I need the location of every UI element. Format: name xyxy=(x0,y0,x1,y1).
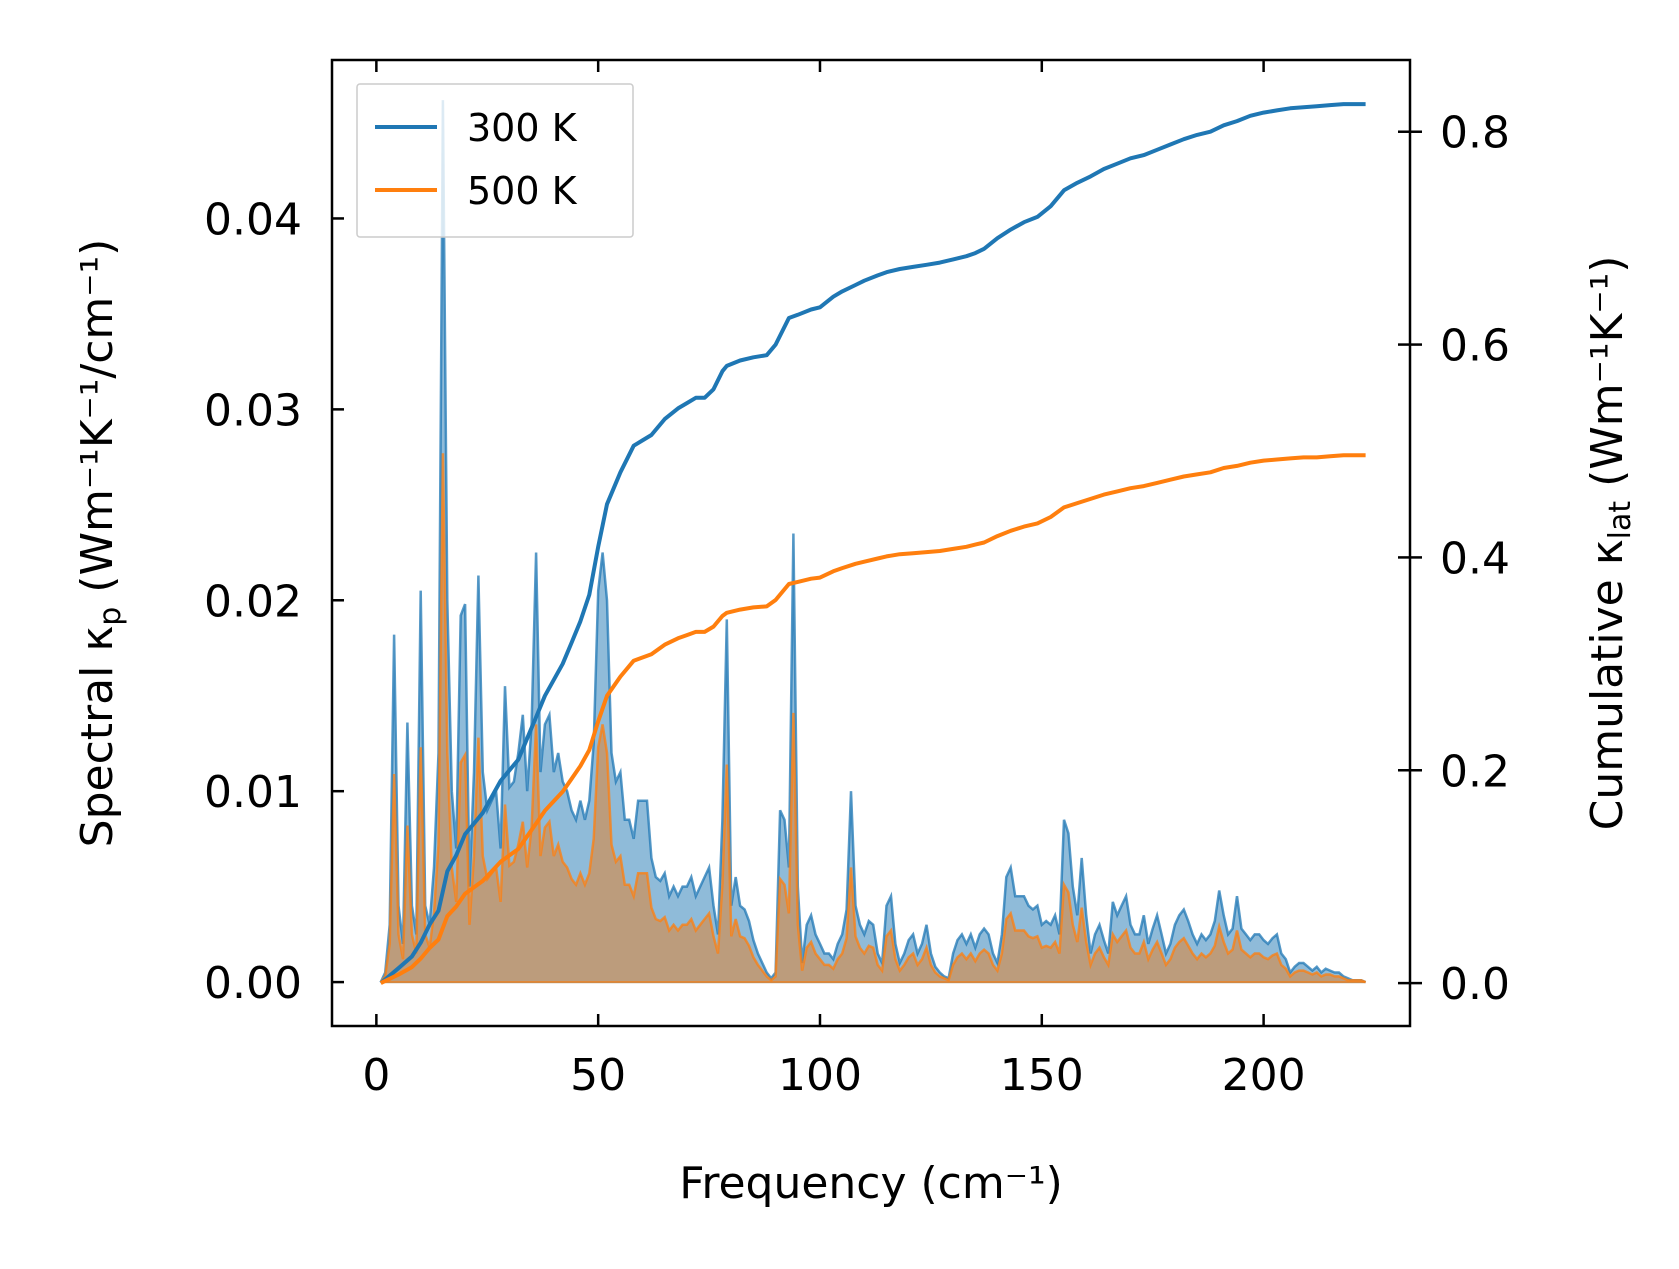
legend-label-500k: 500 K xyxy=(467,169,578,213)
y-left-tick-label: 0.01 xyxy=(204,767,302,818)
y-left-label-unit: (Wm⁻¹K⁻¹/cm⁻¹) xyxy=(72,239,123,607)
x-tick-label: 0 xyxy=(362,1050,390,1101)
y-right-tick-label: 0.2 xyxy=(1440,746,1510,797)
tick-layer: 0 50 100 150 200 0.00 0.01 0.02 0.03 0.04 0.0 0.2 0.… xyxy=(204,60,1510,1101)
line-layer xyxy=(379,102,1366,985)
y-right-label-unit: (Wm⁻¹K⁻¹) xyxy=(1582,256,1633,501)
y-left-tick-label: 0.00 xyxy=(204,958,302,1009)
legend-box xyxy=(356,83,634,238)
y-axis-label-left: Spectral κp (Wm⁻¹K⁻¹/cm⁻¹) xyxy=(72,239,128,848)
y-left-tick-label: 0.03 xyxy=(204,385,302,436)
x-tick-label: 150 xyxy=(1000,1050,1084,1101)
spectral-line-500k xyxy=(379,453,1367,984)
legend: 300 K 500 K xyxy=(356,83,634,238)
y-right-label-subscript: lat xyxy=(1603,501,1638,540)
y-left-label-subscript: p xyxy=(93,607,128,626)
y-right-label-prefix: Cumulative κ xyxy=(1582,539,1633,830)
cumulative-line-500k xyxy=(379,453,1366,985)
x-tick-label: 50 xyxy=(570,1050,626,1101)
y-right-tick-label: 0.4 xyxy=(1440,533,1510,584)
x-tick-label: 100 xyxy=(778,1050,862,1101)
y-left-tick-label: 0.02 xyxy=(204,576,302,627)
y-right-tick-label: 0.0 xyxy=(1440,959,1510,1010)
spectral-line-300k xyxy=(379,100,1367,984)
spectral-fill-500k xyxy=(380,453,1366,983)
y-left-tick-label: 0.04 xyxy=(204,194,302,245)
y-axis-label-right: Cumulative κlat (Wm⁻¹K⁻¹) xyxy=(1582,256,1638,831)
x-tick-label: 200 xyxy=(1222,1050,1306,1101)
cumulative-line-300k xyxy=(379,102,1366,985)
x-axis-label: Frequency (cm⁻¹) xyxy=(679,1158,1063,1209)
y-left-label-prefix: Spectral κ xyxy=(72,626,123,848)
y-right-tick-label: 0.6 xyxy=(1440,321,1510,372)
y-right-tick-label: 0.8 xyxy=(1440,108,1510,159)
legend-label-300k: 300 K xyxy=(467,106,578,150)
spectral-fill-layer xyxy=(379,100,1367,984)
axes-frame xyxy=(330,58,1412,1028)
